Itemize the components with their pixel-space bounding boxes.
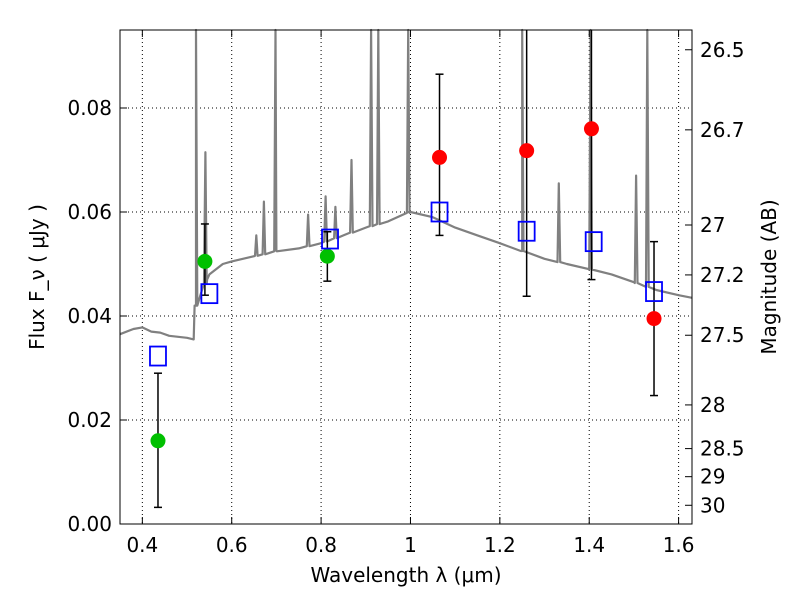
data-point bbox=[197, 253, 213, 269]
y2-tick-label: 29 bbox=[700, 465, 725, 489]
x-tick-label: 0.4 bbox=[126, 533, 158, 557]
data-point bbox=[150, 433, 166, 449]
model-point bbox=[517, 220, 536, 242]
x-tick-label: 1.2 bbox=[484, 533, 516, 557]
model-spectrum bbox=[119, 28, 693, 341]
y-tick-label: 0.06 bbox=[67, 200, 112, 224]
y2-tick-label: 28 bbox=[700, 393, 725, 417]
data-point bbox=[319, 248, 335, 264]
model-point bbox=[430, 201, 449, 223]
x-tick-label: 1.6 bbox=[663, 533, 695, 557]
data-point bbox=[432, 149, 448, 165]
data-markers bbox=[149, 30, 663, 509]
x-tick-label: 0.8 bbox=[305, 533, 337, 557]
y-axis-label: Flux F_ν ( μJy ) bbox=[25, 204, 49, 350]
x-axis-label: Wavelength λ (μm) bbox=[310, 563, 501, 587]
model-point bbox=[645, 281, 663, 302]
model-point bbox=[200, 283, 219, 305]
y2-axis-label: Magnitude (AB) bbox=[757, 199, 781, 354]
y-tick-label: 0.00 bbox=[67, 512, 112, 536]
data-point bbox=[519, 143, 535, 159]
y2-tick-label: 27.5 bbox=[700, 323, 745, 347]
plot-frame bbox=[119, 29, 693, 525]
y2-tick-label: 27 bbox=[700, 213, 725, 237]
x-tick-label: 1.4 bbox=[573, 533, 605, 557]
y-tick-label: 0.04 bbox=[67, 304, 112, 328]
model-point bbox=[321, 228, 339, 250]
y2-tick-label: 30 bbox=[700, 493, 725, 517]
x-tick-label: 0.6 bbox=[216, 533, 248, 557]
y-tick-label: 0.08 bbox=[67, 96, 112, 120]
y2-tick-label: 27.2 bbox=[700, 263, 745, 287]
spectrum-line bbox=[119, 28, 693, 341]
y2-tick-label: 26.5 bbox=[700, 38, 745, 62]
model-point bbox=[584, 231, 603, 253]
x-tick-label: 1 bbox=[404, 533, 417, 557]
model-point bbox=[149, 345, 167, 367]
y2-tick-label: 28.5 bbox=[700, 437, 745, 461]
y-tick-label: 0.02 bbox=[67, 408, 112, 432]
data-point bbox=[646, 311, 662, 327]
y2-tick-label: 26.7 bbox=[700, 118, 745, 142]
data-point bbox=[583, 121, 599, 137]
axis-ticks: 0.4 0.6 0.8 1 1.2 1.4 1.6 0.00 0.02 0.04 0.06 0.08 2… bbox=[67, 30, 745, 557]
